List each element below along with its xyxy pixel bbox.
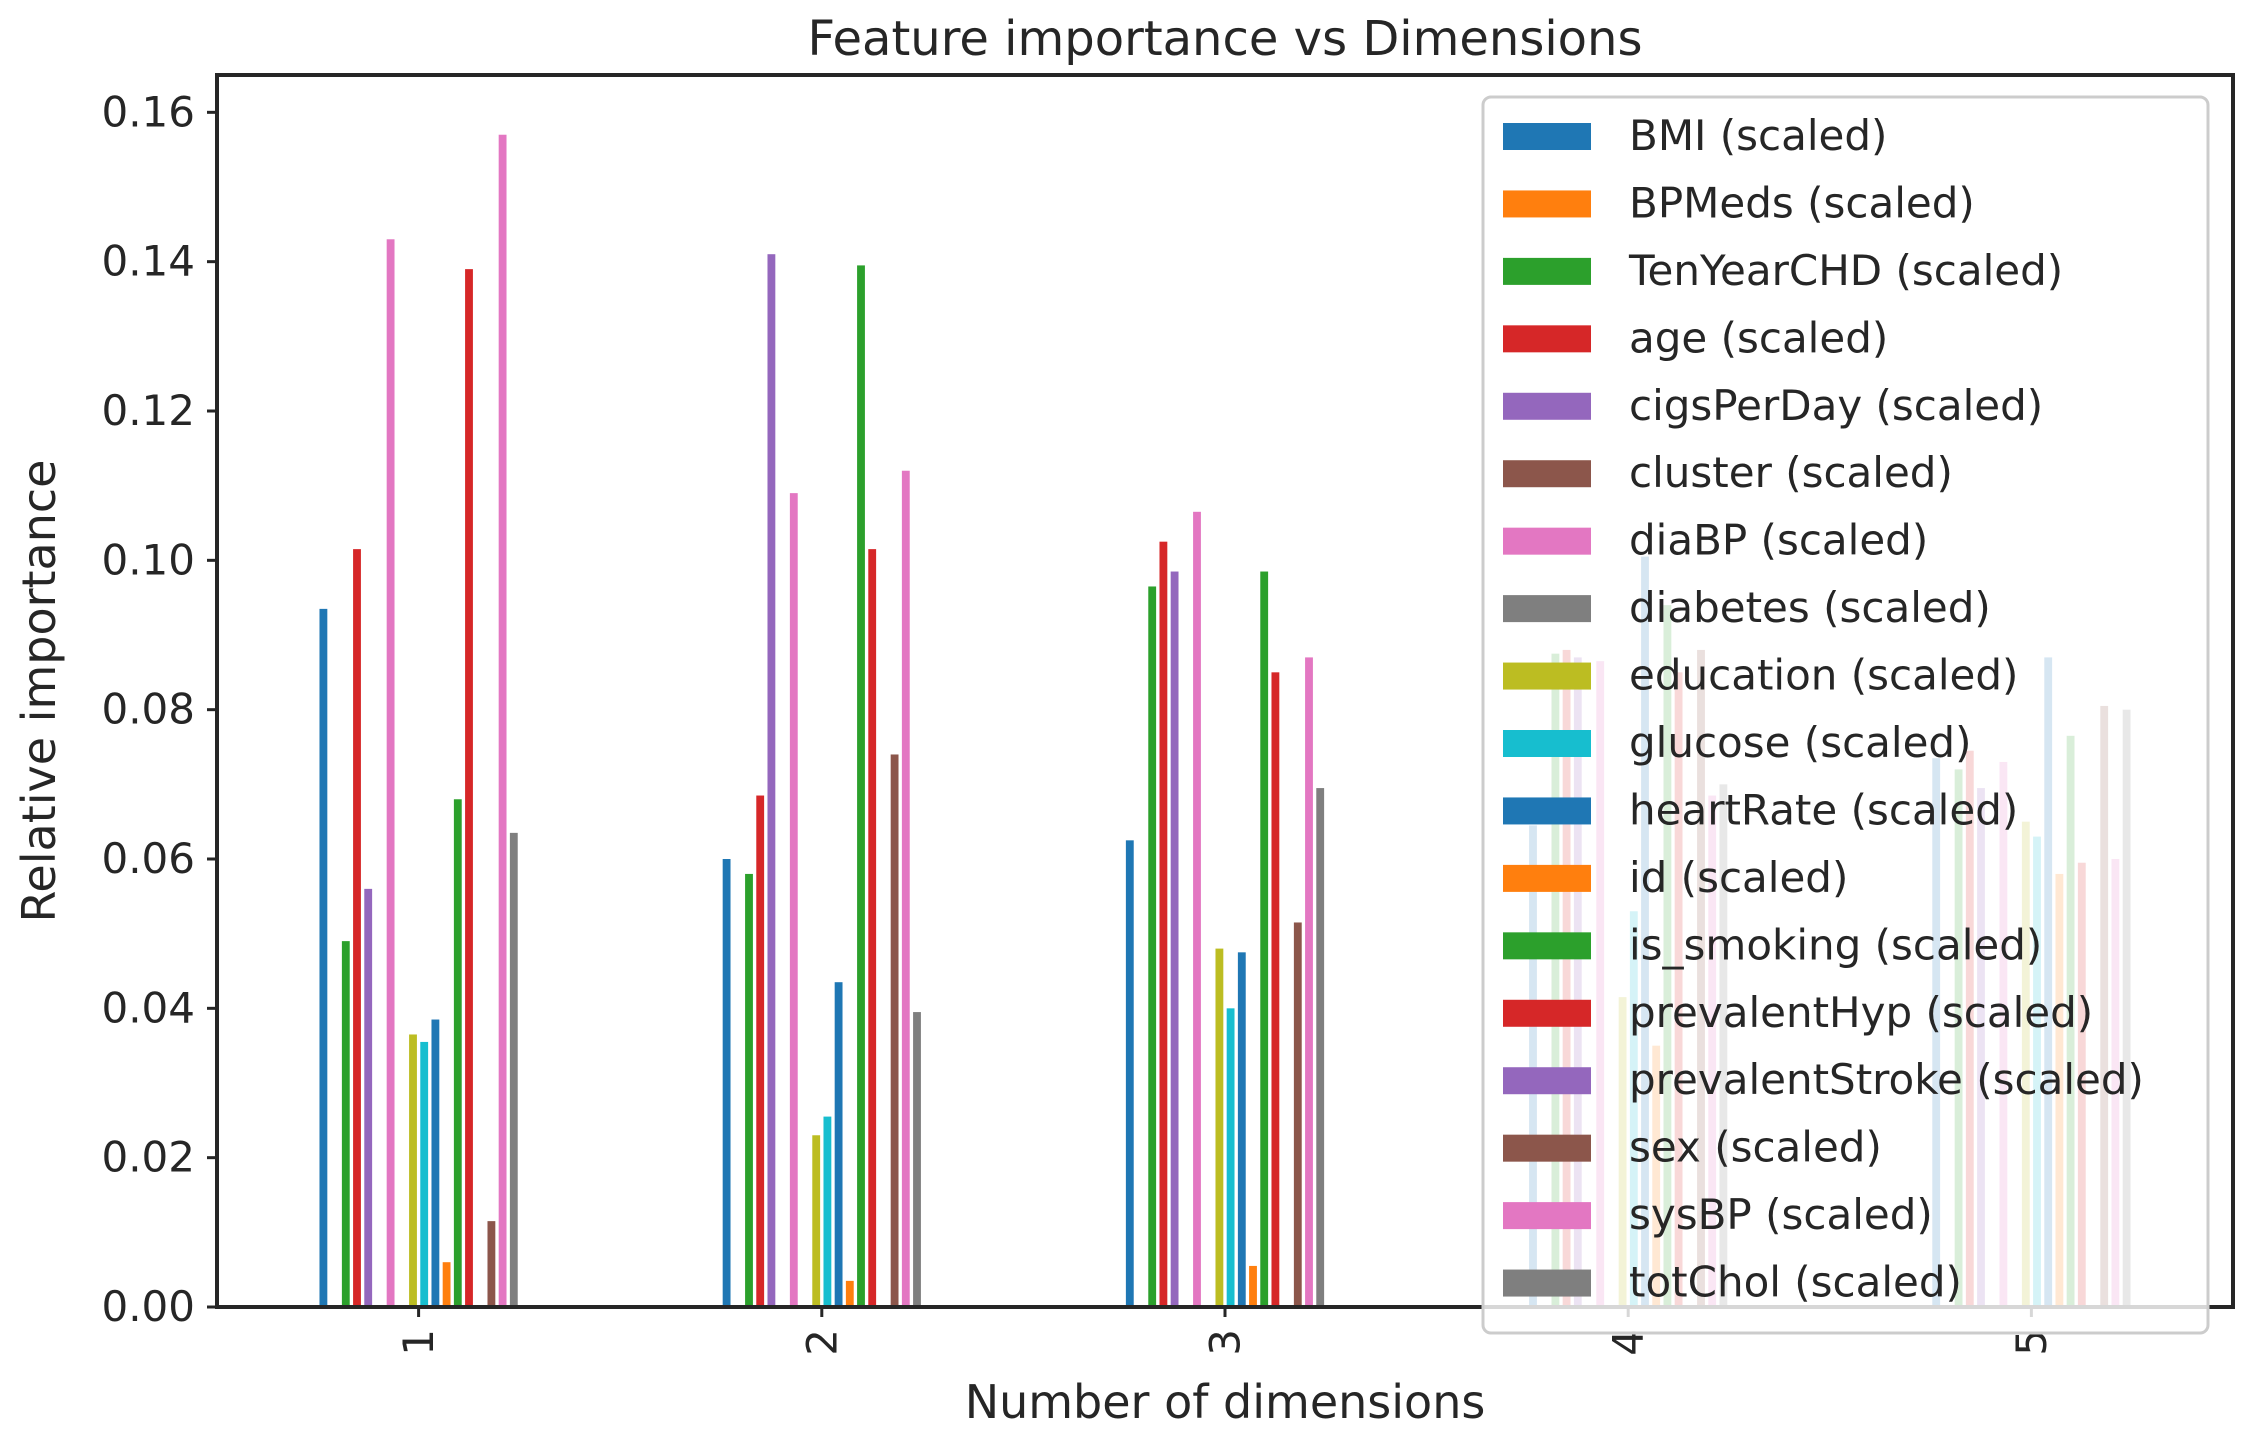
bar [1148, 586, 1157, 1307]
bar [1226, 1008, 1235, 1307]
legend-label: age (scaled) [1629, 313, 1888, 362]
bar [1237, 952, 1246, 1307]
bar [1316, 788, 1325, 1307]
bar [789, 493, 798, 1307]
y-tick-label: 0.16 [101, 87, 195, 136]
y-tick-label: 0.12 [101, 386, 195, 435]
legend-label: cigsPerDay (scaled) [1629, 381, 2043, 430]
legend-swatch [1503, 730, 1591, 757]
legend-label: prevalentHyp (scaled) [1629, 988, 2093, 1037]
bar [1260, 571, 1269, 1307]
legend-label: sysBP (scaled) [1629, 1190, 1933, 1239]
chart-title: Feature importance vs Dimensions [808, 11, 1643, 67]
bar [420, 1041, 429, 1307]
bar [364, 888, 373, 1307]
y-tick-label: 0.04 [101, 983, 195, 1032]
bar [890, 754, 899, 1307]
legend-label: prevalentStroke (scaled) [1629, 1055, 2144, 1104]
y-tick-label: 0.10 [101, 535, 195, 584]
bar [1249, 1265, 1257, 1307]
legend-label: diabetes (scaled) [1629, 583, 1991, 632]
bar [1193, 511, 1201, 1307]
legend-swatch [1503, 1269, 1591, 1297]
bar [1271, 672, 1280, 1307]
legend-label: id (scaled) [1629, 853, 1848, 902]
x-axis-label: Number of dimensions [965, 1375, 1486, 1429]
legend-label: heartRate (scaled) [1629, 785, 2018, 834]
bar [509, 832, 518, 1307]
bar [341, 941, 350, 1307]
legend-swatch [1503, 123, 1591, 150]
legend-label: BMI (scaled) [1629, 111, 1887, 160]
legend-swatch [1503, 460, 1591, 488]
legend-swatch [1503, 864, 1591, 892]
bar [431, 1019, 440, 1307]
bar [1293, 922, 1302, 1307]
y-tick-label: 0.06 [101, 834, 195, 883]
bar [442, 1262, 451, 1307]
legend-swatch [1503, 797, 1591, 825]
legend-label: sex (scaled) [1629, 1123, 1882, 1172]
y-axis-label: Relative importance [12, 460, 66, 923]
bar [453, 799, 462, 1307]
legend-swatch [1503, 1134, 1591, 1162]
legend-swatch [1503, 999, 1591, 1027]
legend: BMI (scaled) BPMeds (scaled) TenYearCHD (s… [1481, 95, 2210, 1335]
legend-box [1481, 95, 2210, 1335]
bar [857, 265, 865, 1307]
bar [901, 470, 910, 1308]
y-tick-label: 0.00 [101, 1282, 195, 1331]
legend-label: TenYearCHD (scaled) [1628, 246, 2063, 295]
bar [845, 1280, 854, 1307]
bar [1159, 541, 1168, 1307]
legend-swatch [1503, 257, 1591, 285]
bar [834, 982, 843, 1307]
bar [487, 1221, 496, 1307]
legend-swatch [1503, 1067, 1591, 1095]
legend-label: cluster (scaled) [1629, 448, 1953, 497]
legend-label: BPMeds (scaled) [1629, 178, 1975, 227]
y-ticks: 0.00 0.02 0.04 0.06 0.08 0.10 0.12 0.14 0.16 [101, 87, 217, 1331]
legend-label: glucose (scaled) [1629, 718, 1971, 767]
bar [1305, 657, 1313, 1307]
bar [353, 549, 361, 1307]
legend-label: totChol (scaled) [1629, 1258, 1962, 1307]
bar [409, 1034, 417, 1307]
legend-swatch [1503, 932, 1591, 960]
legend-label: is_smoking (scaled) [1629, 920, 2042, 969]
legend-swatch [1503, 595, 1591, 623]
bar [767, 254, 776, 1308]
legend-swatch [1503, 527, 1591, 555]
bar [913, 1012, 921, 1307]
legend-label: education (scaled) [1629, 651, 2018, 700]
y-tick-label: 0.14 [101, 237, 195, 286]
y-tick-label: 0.02 [101, 1133, 195, 1182]
bar [1170, 571, 1179, 1307]
bar [386, 239, 395, 1307]
bar [745, 873, 753, 1307]
bar [823, 1116, 832, 1307]
bar [319, 608, 328, 1307]
y-tick-label: 0.08 [101, 685, 195, 734]
bar [465, 269, 473, 1307]
legend-swatch [1503, 325, 1591, 353]
legend-label: diaBP (scaled) [1629, 516, 1928, 565]
bar [722, 859, 731, 1307]
bar [868, 549, 877, 1307]
bar [498, 134, 507, 1308]
legend-swatch [1503, 662, 1591, 690]
x-tick-label: 2 [797, 1329, 846, 1356]
legend-swatch [1503, 392, 1591, 420]
legend-swatch [1503, 1202, 1591, 1230]
bar [1215, 948, 1224, 1307]
bar [812, 1135, 821, 1307]
legend-swatch [1503, 190, 1591, 218]
x-tick-label: 1 [394, 1329, 443, 1356]
bar [756, 795, 765, 1307]
x-tick-label: 3 [1201, 1329, 1250, 1356]
bar [1125, 840, 1134, 1307]
